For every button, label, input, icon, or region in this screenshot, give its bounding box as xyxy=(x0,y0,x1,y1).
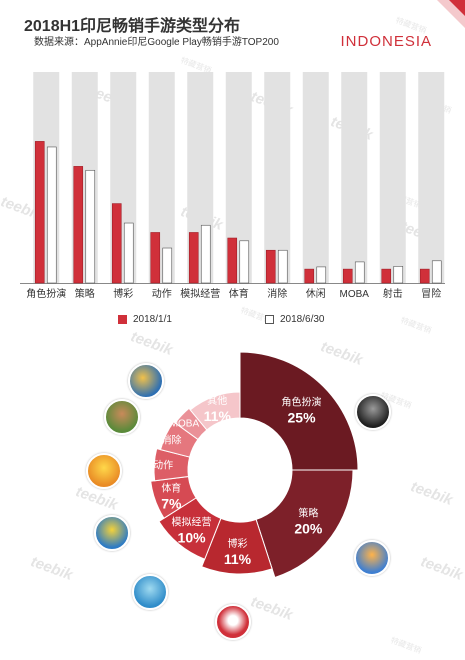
corner-triangle-icon xyxy=(437,0,465,28)
donut-slice xyxy=(150,475,197,519)
game-icon-4 xyxy=(94,515,130,551)
donut-slice-label: 体育 xyxy=(161,482,181,495)
donut-slice-value: 6% xyxy=(134,434,156,451)
bar-series-a xyxy=(73,166,84,284)
bar-series-a xyxy=(265,249,276,284)
donut-slice-value: 20% xyxy=(294,521,323,537)
bar-series-b xyxy=(239,240,250,284)
x-tick-label: 体育 xyxy=(229,287,249,300)
bar-series-b xyxy=(85,169,96,284)
legend-item-series-a: 2018/1/1 xyxy=(118,314,172,325)
bar-series-a xyxy=(34,141,45,284)
watermark: 特藏营销 xyxy=(399,315,433,336)
bar-series-a xyxy=(419,268,430,284)
donut-slice xyxy=(158,497,222,560)
bar-background xyxy=(341,72,368,283)
donut-slice xyxy=(239,351,359,471)
bar-series-a xyxy=(381,268,392,284)
donut-slice-label: 动作 xyxy=(153,460,173,472)
bar-series-b xyxy=(46,146,57,284)
bar-series-b xyxy=(393,266,404,284)
x-tick-label: 冒险 xyxy=(421,287,441,300)
bar-series-a xyxy=(342,268,353,284)
x-tick-label: 策略 xyxy=(75,287,95,300)
donut-slice xyxy=(255,469,354,579)
bar-series-a xyxy=(304,268,315,284)
x-tick-label: 休闲 xyxy=(306,287,326,300)
donut-slice-label: 策略 xyxy=(298,507,318,520)
game-icon-2 xyxy=(104,399,140,435)
x-tick-label: 角色扮演 xyxy=(26,287,66,300)
bar-series-a xyxy=(227,237,238,284)
x-tick-label: 动作 xyxy=(152,288,172,300)
game-icon-3 xyxy=(86,453,122,489)
game-icon-7 xyxy=(355,394,391,430)
bar-series-b xyxy=(162,247,173,284)
bar-series-b xyxy=(431,260,442,284)
donut-slice-label: 其他 xyxy=(207,394,227,407)
donut-slice-label: 博彩 xyxy=(227,537,247,550)
page-title: 2018H1印尼畅销手游类型分布 xyxy=(24,18,241,35)
bar-background xyxy=(379,72,406,283)
bar-series-a xyxy=(188,232,199,284)
donut-slice-value: 25% xyxy=(288,409,317,425)
donut-slice-value: 4% xyxy=(147,416,169,433)
bar-series-b xyxy=(200,224,211,284)
bar-series-a xyxy=(111,203,122,284)
game-icon-6 xyxy=(215,604,251,640)
donut-slice-value: 6% xyxy=(125,459,147,476)
game-icon-5 xyxy=(132,574,168,610)
legend-swatch-series-b xyxy=(265,315,274,324)
bar-series-b xyxy=(316,266,327,284)
x-tick-label: MOBA xyxy=(340,289,370,300)
bar-series-b xyxy=(123,222,134,284)
legend-label: 2018/1/1 xyxy=(133,314,172,325)
x-tick-label: 射击 xyxy=(383,288,403,300)
game-icon-8 xyxy=(354,540,390,576)
country-label: INDONESIA xyxy=(340,33,432,50)
donut-slice-label: 消除 xyxy=(162,434,182,447)
bar-chart: 角色扮演 策略 博彩 动作 模拟经营 体育 消除 休闲 MOBA 射击 冒险 xyxy=(20,72,445,300)
donut-slice-value: 11% xyxy=(204,408,232,424)
donut-slice xyxy=(189,391,241,431)
legend-swatch-series-a xyxy=(118,315,127,324)
bar-series-b xyxy=(277,249,288,284)
bar-series-a xyxy=(150,232,161,284)
donut-slice-value: 7% xyxy=(161,496,182,512)
bar-background xyxy=(302,72,329,283)
bar-background xyxy=(418,72,445,283)
donut-slice-value: 10% xyxy=(178,530,207,546)
donut-slice-value: 11% xyxy=(224,551,252,567)
bar-series-b xyxy=(354,261,365,284)
game-icon-1 xyxy=(128,363,164,399)
x-tick-label: 模拟经营 xyxy=(180,287,220,300)
data-source: 数据来源：AppAnnie印尼Google Play畅销手游TOP200 xyxy=(34,37,279,48)
bar-background xyxy=(264,72,291,283)
donut-slice-label: MOBA xyxy=(170,418,200,429)
donut-slice-label: 角色扮演 xyxy=(282,395,322,408)
donut-slice xyxy=(201,517,273,575)
donut-chart: 角色扮演25%策略20%博彩11%模拟经营10%体育7%动作6%消除6%MOBA… xyxy=(125,351,359,579)
donut-slice-label: 模拟经营 xyxy=(172,516,212,529)
x-tick-label: 消除 xyxy=(267,287,287,300)
legend-label: 2018/6/30 xyxy=(280,314,325,325)
x-tick-label: 博彩 xyxy=(113,287,133,300)
legend-item-series-b: 2018/6/30 xyxy=(265,314,325,325)
